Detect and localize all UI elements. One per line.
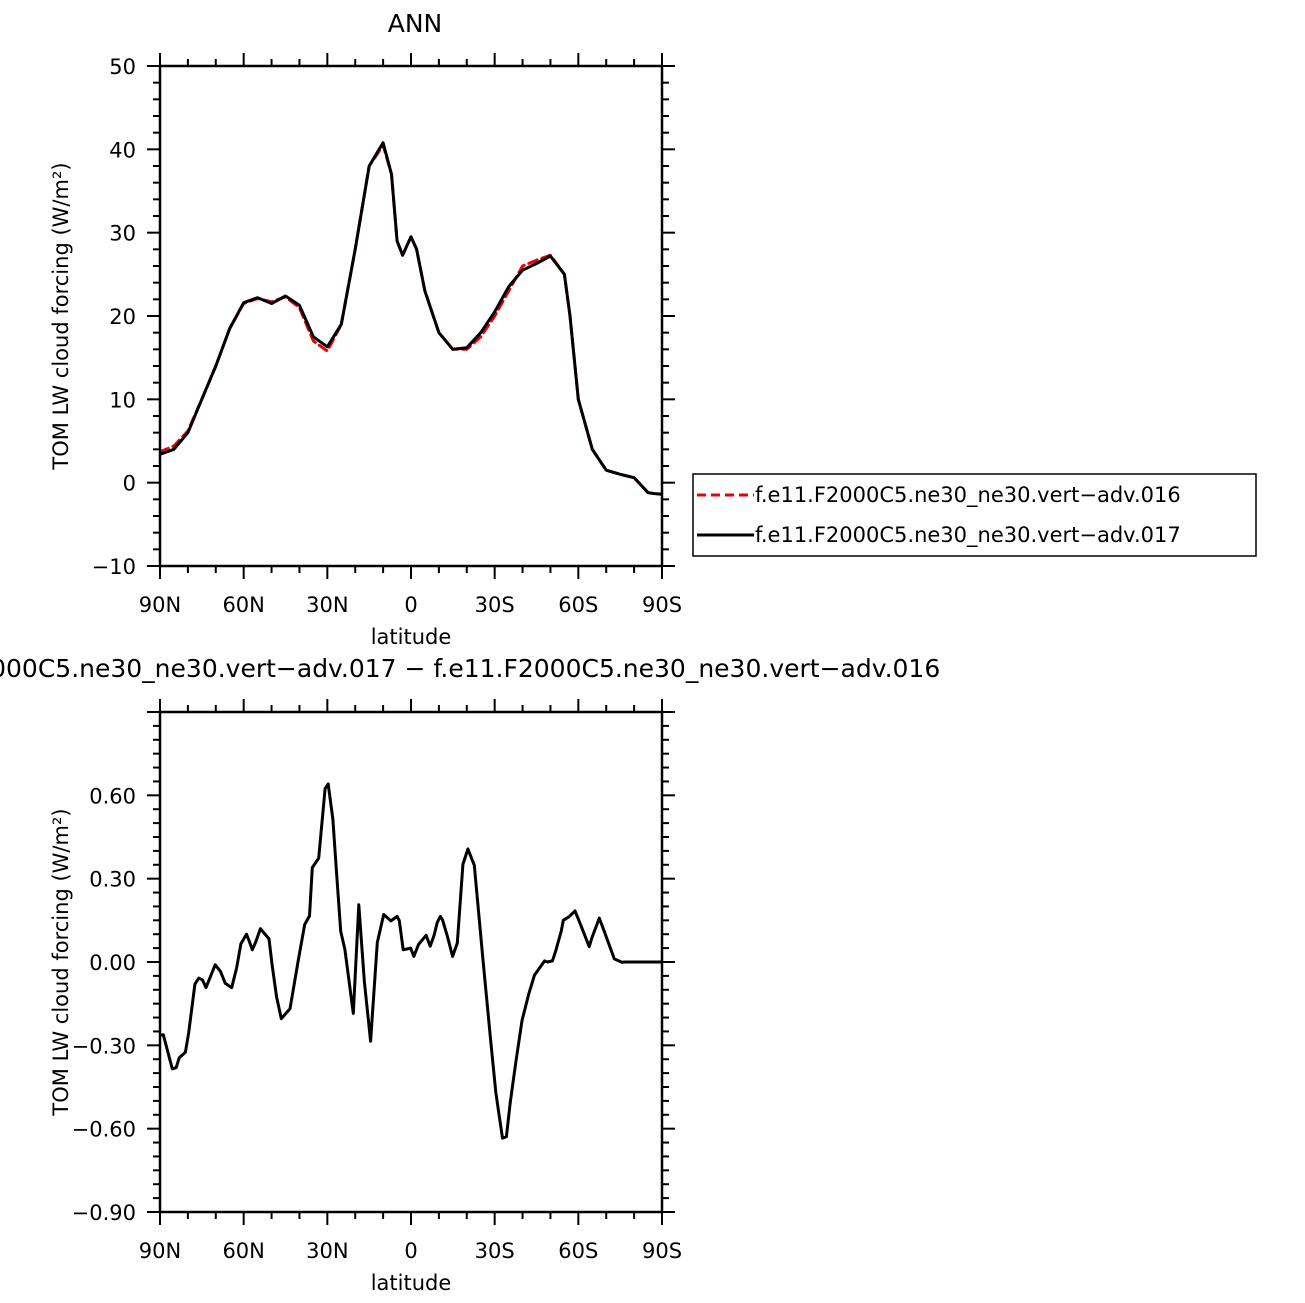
legend-entry: f.e11.F2000C5.ne30_ne30.vert−adv.016 bbox=[755, 483, 1181, 508]
y-tick-label: 0.30 bbox=[89, 868, 136, 892]
y-tick-label: −0.90 bbox=[72, 1201, 136, 1225]
x-axis-label: latitude bbox=[371, 625, 452, 649]
y-tick-label: −0.30 bbox=[72, 1034, 136, 1058]
x-tick-label: 90N bbox=[139, 593, 181, 617]
y-tick-label: 40 bbox=[109, 138, 136, 162]
x-tick-label: 60S bbox=[558, 1239, 598, 1263]
y-tick-label: −10 bbox=[92, 555, 136, 579]
y-tick-label: 10 bbox=[109, 388, 136, 412]
plot-title: f.e11.F2000C5.ne30_ne30.vert−adv.017 − f… bbox=[0, 654, 940, 683]
legend: f.e11.F2000C5.ne30_ne30.vert−adv.016 f.e1… bbox=[692, 473, 1257, 557]
x-tick-label: 90N bbox=[139, 1239, 181, 1263]
x-tick-label: 60N bbox=[222, 1239, 264, 1263]
y-axis-label: TOM LW cloud forcing (W/m²) bbox=[49, 808, 73, 1116]
x-tick-label: 60S bbox=[558, 593, 598, 617]
series-line-1-0 bbox=[160, 782, 662, 1140]
x-tick-label: 30S bbox=[475, 1239, 515, 1263]
plot-title: ANN bbox=[388, 9, 443, 38]
x-tick-label: 60N bbox=[222, 593, 264, 617]
y-tick-label: 0.60 bbox=[89, 784, 136, 808]
y-tick-label: 0 bbox=[123, 472, 136, 496]
top-panel: 90N 60N 30N 0 30S 60S 90S −10 0 10 20 30 40 50 ANN lati… bbox=[49, 9, 682, 649]
legend-entry: f.e11.F2000C5.ne30_ne30.vert−adv.017 bbox=[755, 523, 1181, 548]
y-tick-label: 30 bbox=[109, 222, 136, 246]
x-tick-label: 30N bbox=[306, 593, 348, 617]
x-tick-label: 0 bbox=[404, 1239, 417, 1263]
y-tick-label: 50 bbox=[109, 55, 136, 79]
x-axis-label: latitude bbox=[371, 1271, 452, 1295]
y-axis-label: TOM LW cloud forcing (W/m²) bbox=[49, 162, 73, 470]
plot-frame bbox=[158, 710, 664, 1214]
bottom-panel: 90N 60N 30N 0 30S 60S 90S −0.90 −0.60 −0.30 0.00 0.… bbox=[0, 654, 940, 1295]
x-tick-label: 0 bbox=[404, 593, 417, 617]
series-line-0-1 bbox=[160, 141, 662, 496]
y-tick-label: 0.00 bbox=[89, 951, 136, 975]
y-tick-label: 20 bbox=[109, 305, 136, 329]
x-tick-label: 90S bbox=[642, 1239, 682, 1263]
legend-box bbox=[692, 473, 1257, 557]
y-tick-label: −0.60 bbox=[72, 1118, 136, 1142]
x-tick-label: 30N bbox=[306, 1239, 348, 1263]
x-tick-label: 30S bbox=[475, 593, 515, 617]
x-tick-label: 90S bbox=[642, 593, 682, 617]
